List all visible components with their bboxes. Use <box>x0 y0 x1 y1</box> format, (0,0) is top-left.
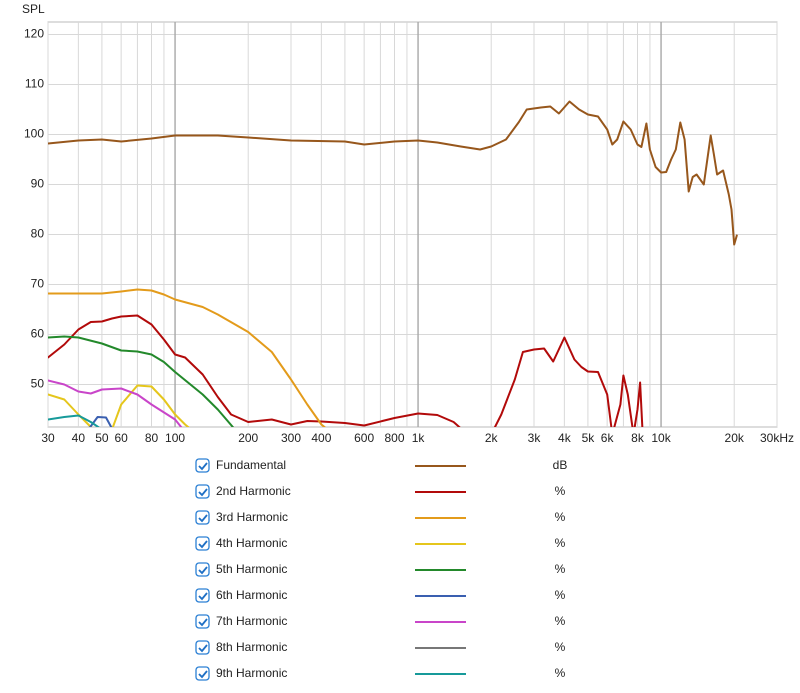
legend-unit: % <box>555 484 566 498</box>
legend-unit: % <box>555 510 566 524</box>
legend-checkbox[interactable] <box>195 666 210 681</box>
checkbox-box <box>195 510 210 525</box>
checkbox-box <box>195 536 210 551</box>
checkbox-check <box>198 592 208 601</box>
y-tick-label: 120 <box>24 27 44 41</box>
legend-label[interactable]: 7th Harmonic <box>216 614 287 628</box>
checkbox-check <box>198 644 208 653</box>
legend-unit: % <box>555 536 566 550</box>
x-tick-label: 5k <box>582 431 596 445</box>
checkbox-box <box>195 614 210 629</box>
x-tick-label: 600 <box>354 431 374 445</box>
checkbox-check <box>198 462 208 471</box>
x-tick-label: 2k <box>485 431 499 445</box>
y-axis-label: SPL <box>22 2 45 16</box>
checkbox-box <box>195 666 210 681</box>
x-tick-label: 100 <box>165 431 185 445</box>
checkbox-box <box>195 640 210 655</box>
x-tick-label: 50 <box>95 431 109 445</box>
legend-checkbox[interactable] <box>195 536 210 551</box>
x-tick-label: 20k <box>725 431 745 445</box>
legend-unit: % <box>555 614 566 628</box>
y-tick-label: 70 <box>31 277 45 291</box>
legend: Fundamental dB 2nd Harmonic % 3rd Harmonic % 4… <box>195 458 568 681</box>
grid <box>47 22 778 427</box>
x-tick-label: 40 <box>72 431 86 445</box>
x-tick-label: 6k <box>601 431 615 445</box>
checkbox-check <box>198 540 208 549</box>
legend-unit: dB <box>553 458 568 472</box>
series-line <box>48 288 327 427</box>
legend-label[interactable]: 3rd Harmonic <box>216 510 288 524</box>
checkbox-check <box>198 514 208 523</box>
legend-label[interactable]: 4th Harmonic <box>216 536 287 550</box>
x-tick-label: 3k <box>528 431 542 445</box>
x-tick-label: 200 <box>238 431 258 445</box>
y-tick-label: 90 <box>31 177 45 191</box>
y-tick-label: 110 <box>25 77 44 91</box>
legend-checkbox[interactable] <box>195 510 210 525</box>
x-tick-label: 30 <box>41 431 55 445</box>
checkbox-check <box>198 618 208 627</box>
legend-unit: % <box>555 588 566 602</box>
y-tick-label: 50 <box>31 377 45 391</box>
y-tick-label: 80 <box>31 227 45 241</box>
legend-checkbox[interactable] <box>195 458 210 473</box>
x-tick-label: 800 <box>384 431 404 445</box>
x-tick-label: 1k <box>412 431 426 445</box>
legend-label[interactable]: 2nd Harmonic <box>216 484 291 498</box>
legend-checkbox[interactable] <box>195 614 210 629</box>
checkbox-box <box>195 458 210 473</box>
legend-label[interactable]: Fundamental <box>216 458 286 472</box>
legend-unit: % <box>555 640 566 654</box>
x-tick-label: 8k <box>631 431 645 445</box>
checkbox-box <box>195 588 210 603</box>
checkbox-check <box>198 670 208 679</box>
series-line <box>48 100 738 246</box>
labels: 50 60 70 80 90 100 110 120 30 40 50 60 80 100 200 300 40… <box>24 27 794 446</box>
y-tick-label: 100 <box>24 127 44 141</box>
x-tick-label: 10k <box>651 431 671 445</box>
legend-unit: % <box>555 562 566 576</box>
x-tick-label: 80 <box>145 431 159 445</box>
checkbox-box <box>195 484 210 499</box>
legend-label[interactable]: 6th Harmonic <box>216 588 287 602</box>
plot-area <box>47 21 778 428</box>
legend-label[interactable]: 5th Harmonic <box>216 562 287 576</box>
y-tick-label: 60 <box>31 327 45 341</box>
checkbox-check <box>198 566 208 575</box>
series-line <box>48 379 183 427</box>
legend-checkbox[interactable] <box>195 640 210 655</box>
series-line <box>48 414 100 427</box>
x-tick-label: 60 <box>114 431 128 445</box>
x-tick-label: 400 <box>311 431 331 445</box>
series-lines <box>48 100 738 427</box>
legend-checkbox[interactable] <box>195 588 210 603</box>
legend-label[interactable]: 9th Harmonic <box>216 666 287 680</box>
series-line <box>48 384 190 427</box>
legend-unit: % <box>555 666 566 680</box>
x-tick-label: 300 <box>281 431 301 445</box>
x-tick-label: 30kHz <box>760 431 794 445</box>
legend-checkbox[interactable] <box>195 562 210 577</box>
x-tick-label: 4k <box>558 431 572 445</box>
checkbox-box <box>195 562 210 577</box>
checkbox-check <box>198 488 208 497</box>
series-line <box>48 335 235 427</box>
legend-label[interactable]: 8th Harmonic <box>216 640 287 654</box>
series-line <box>48 314 644 427</box>
legend-checkbox[interactable] <box>195 484 210 499</box>
